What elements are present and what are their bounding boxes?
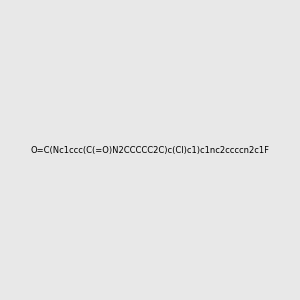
Text: O=C(Nc1ccc(C(=O)N2CCCCC2C)c(Cl)c1)c1nc2ccccn2c1F: O=C(Nc1ccc(C(=O)N2CCCCC2C)c(Cl)c1)c1nc2c… [31, 146, 269, 154]
